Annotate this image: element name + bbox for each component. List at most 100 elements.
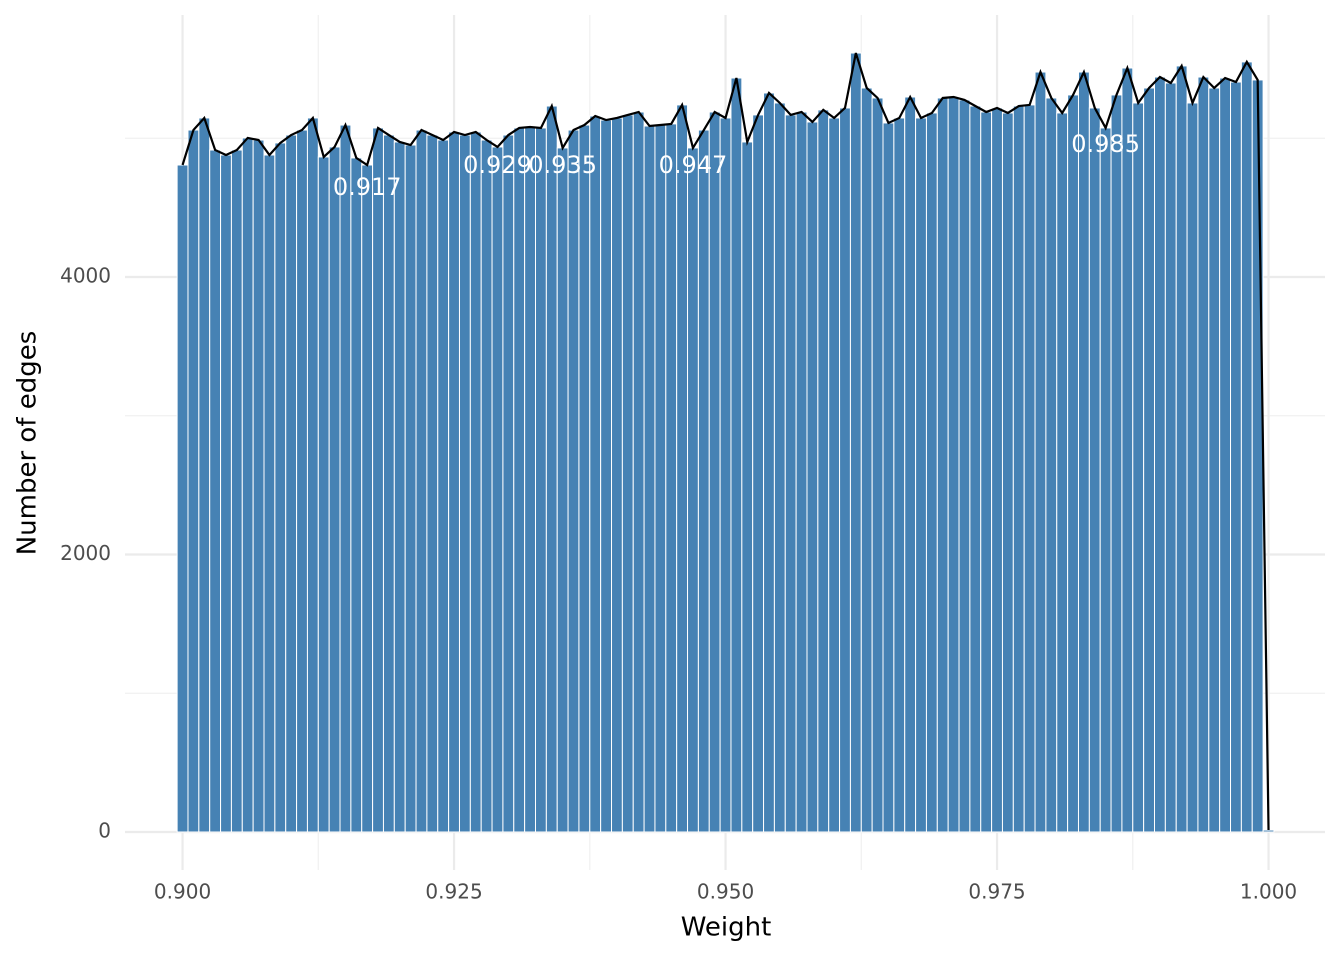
annotation: 0.917: [333, 173, 402, 201]
bar: [730, 77, 743, 833]
bar: [839, 107, 851, 833]
bar: [198, 117, 211, 833]
bar: [697, 129, 710, 833]
bar: [328, 146, 341, 833]
bar: [1077, 71, 1090, 833]
x-tick-label: 1.000: [1240, 880, 1297, 904]
bar: [991, 107, 1003, 833]
bar: [600, 119, 613, 833]
bar: [469, 131, 482, 833]
bar: [545, 105, 558, 833]
bar: [1132, 102, 1145, 833]
bar: [1012, 105, 1025, 833]
bar: [1099, 127, 1112, 833]
bar: [567, 129, 580, 833]
bar: [643, 125, 656, 833]
bar: [1175, 65, 1188, 833]
annotation: 0.935: [528, 151, 597, 179]
bar: [1186, 102, 1199, 833]
bar: [491, 146, 504, 833]
annotation: 0.985: [1071, 130, 1140, 158]
bar: [1067, 94, 1079, 833]
bar: [524, 126, 536, 833]
bar: [1164, 82, 1177, 833]
bar: [1230, 81, 1242, 833]
bar: [958, 99, 971, 833]
bar: [773, 102, 786, 833]
bar: [382, 134, 395, 833]
bar: [502, 134, 515, 833]
bar: [1001, 112, 1014, 833]
bar: [969, 105, 982, 833]
x-axis-title: Weight: [681, 913, 772, 943]
bar: [980, 111, 993, 833]
bar: [339, 124, 352, 833]
bar: [241, 137, 254, 833]
bar: [860, 87, 873, 833]
bar: [513, 127, 526, 833]
bar: [426, 134, 439, 833]
bar: [915, 117, 927, 833]
bar: [806, 121, 819, 833]
bar: [1110, 94, 1123, 833]
bar: [480, 139, 493, 833]
y-tick-label: 4000: [60, 263, 111, 287]
frequency-line: [181, 52, 1270, 831]
bar: [534, 127, 547, 833]
bar: [230, 149, 243, 833]
bar: [904, 96, 917, 833]
bar: [285, 134, 298, 833]
bar: [1056, 112, 1069, 833]
y-tick-label: 0: [98, 818, 111, 842]
bar: [719, 117, 732, 833]
bar: [404, 144, 417, 833]
bar: [1121, 67, 1134, 833]
bar: [1240, 61, 1253, 833]
bar: [1219, 77, 1232, 833]
bar: [708, 111, 721, 833]
bar: [665, 123, 678, 833]
bar: [350, 157, 363, 833]
bar: [1045, 97, 1058, 833]
bar: [252, 139, 265, 833]
bar: [621, 114, 634, 833]
bar: [752, 114, 765, 833]
bar: [936, 97, 949, 833]
bar: [849, 52, 862, 833]
bar: [361, 164, 374, 833]
bar: [871, 97, 884, 833]
x-tick-label: 0.900: [154, 880, 211, 904]
bar: [263, 154, 276, 833]
bar: [1208, 87, 1221, 833]
y-tick-label: 2000: [60, 541, 111, 565]
bar: [882, 122, 895, 833]
bar: [1143, 87, 1156, 833]
bar: [611, 117, 623, 833]
bar: [784, 114, 797, 833]
bar: [687, 147, 699, 833]
bar: [1251, 79, 1264, 833]
annotation: 0.947: [659, 151, 728, 179]
bar: [1034, 71, 1047, 833]
bar: [1088, 107, 1101, 833]
bar: [589, 115, 602, 833]
bar: [828, 117, 841, 833]
bar: [556, 147, 569, 833]
bar: [893, 117, 906, 833]
bar: [741, 141, 754, 833]
bar: [632, 111, 645, 833]
bar: [372, 127, 384, 833]
bar: [676, 104, 689, 833]
bar: [763, 92, 775, 833]
x-tick-label: 0.975: [968, 880, 1025, 904]
bar: [274, 142, 287, 833]
bar: [187, 129, 200, 833]
annotation: 0.929: [463, 151, 532, 179]
bar: [220, 154, 232, 833]
bar: [209, 149, 222, 833]
bar: [415, 129, 428, 833]
bar: [393, 141, 406, 833]
bar: [795, 111, 808, 833]
x-tick-label: 0.950: [697, 880, 754, 904]
